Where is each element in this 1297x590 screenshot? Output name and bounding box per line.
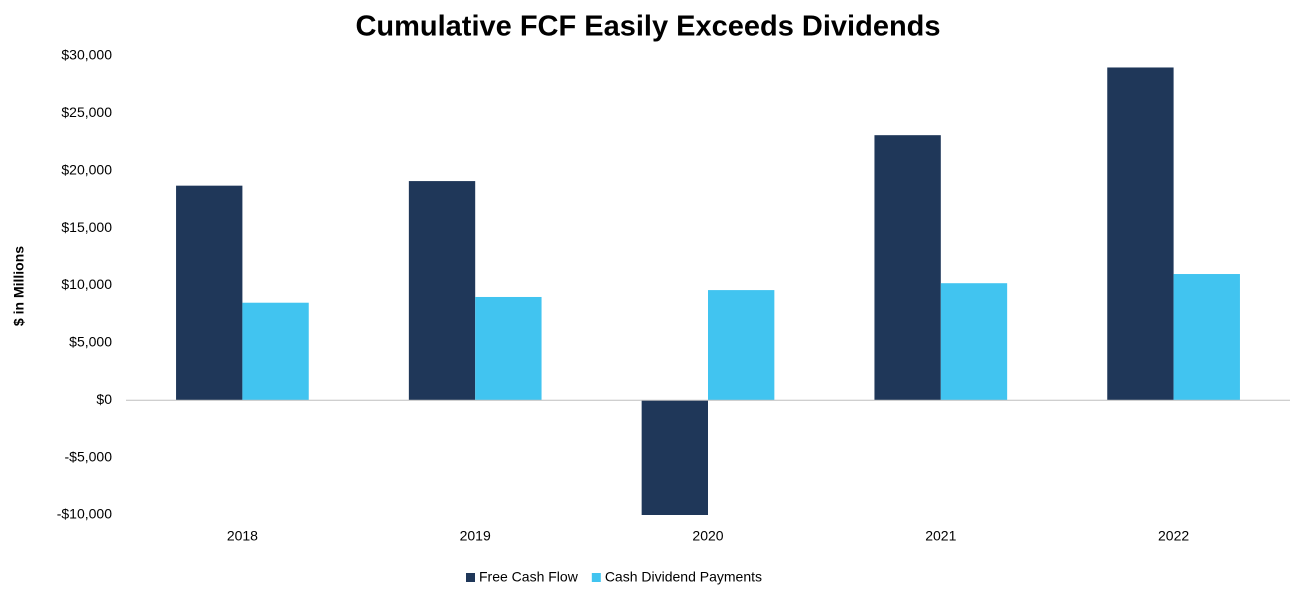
bar bbox=[1107, 67, 1174, 401]
y-tick-label: $10,000 bbox=[61, 276, 112, 292]
x-tick-label: 2020 bbox=[692, 528, 723, 544]
chart-title: Cumulative FCF Easily Exceeds Dividends bbox=[355, 11, 940, 43]
legend-label: Free Cash Flow bbox=[479, 569, 579, 585]
y-tick-label: $25,000 bbox=[61, 104, 112, 120]
x-tick-label: 2021 bbox=[925, 528, 956, 544]
y-tick-label: $30,000 bbox=[61, 47, 112, 63]
legend-swatch bbox=[591, 573, 601, 582]
y-axis-label: $ in Millions bbox=[11, 246, 27, 326]
legend-swatch bbox=[466, 573, 475, 582]
x-tick-label: 2018 bbox=[227, 528, 258, 544]
x-tick-label: 2022 bbox=[1158, 528, 1189, 544]
y-tick-label: $20,000 bbox=[61, 161, 112, 177]
y-tick-label: -$10,000 bbox=[57, 506, 112, 522]
bar bbox=[708, 290, 775, 401]
bar bbox=[475, 296, 542, 401]
bar bbox=[940, 283, 1008, 401]
bar bbox=[641, 400, 708, 515]
y-tick-label: -$5,000 bbox=[65, 448, 113, 464]
y-tick-label: $0 bbox=[96, 391, 112, 407]
bar bbox=[176, 185, 243, 401]
x-tick-label: 2019 bbox=[460, 528, 491, 544]
bar bbox=[408, 181, 476, 401]
bar bbox=[1173, 274, 1240, 401]
y-tick-label: $5,000 bbox=[69, 334, 112, 350]
y-tick-label: $15,000 bbox=[61, 219, 112, 235]
bar bbox=[874, 135, 941, 401]
bar bbox=[242, 302, 309, 401]
legend-label: Cash Dividend Payments bbox=[605, 569, 762, 585]
